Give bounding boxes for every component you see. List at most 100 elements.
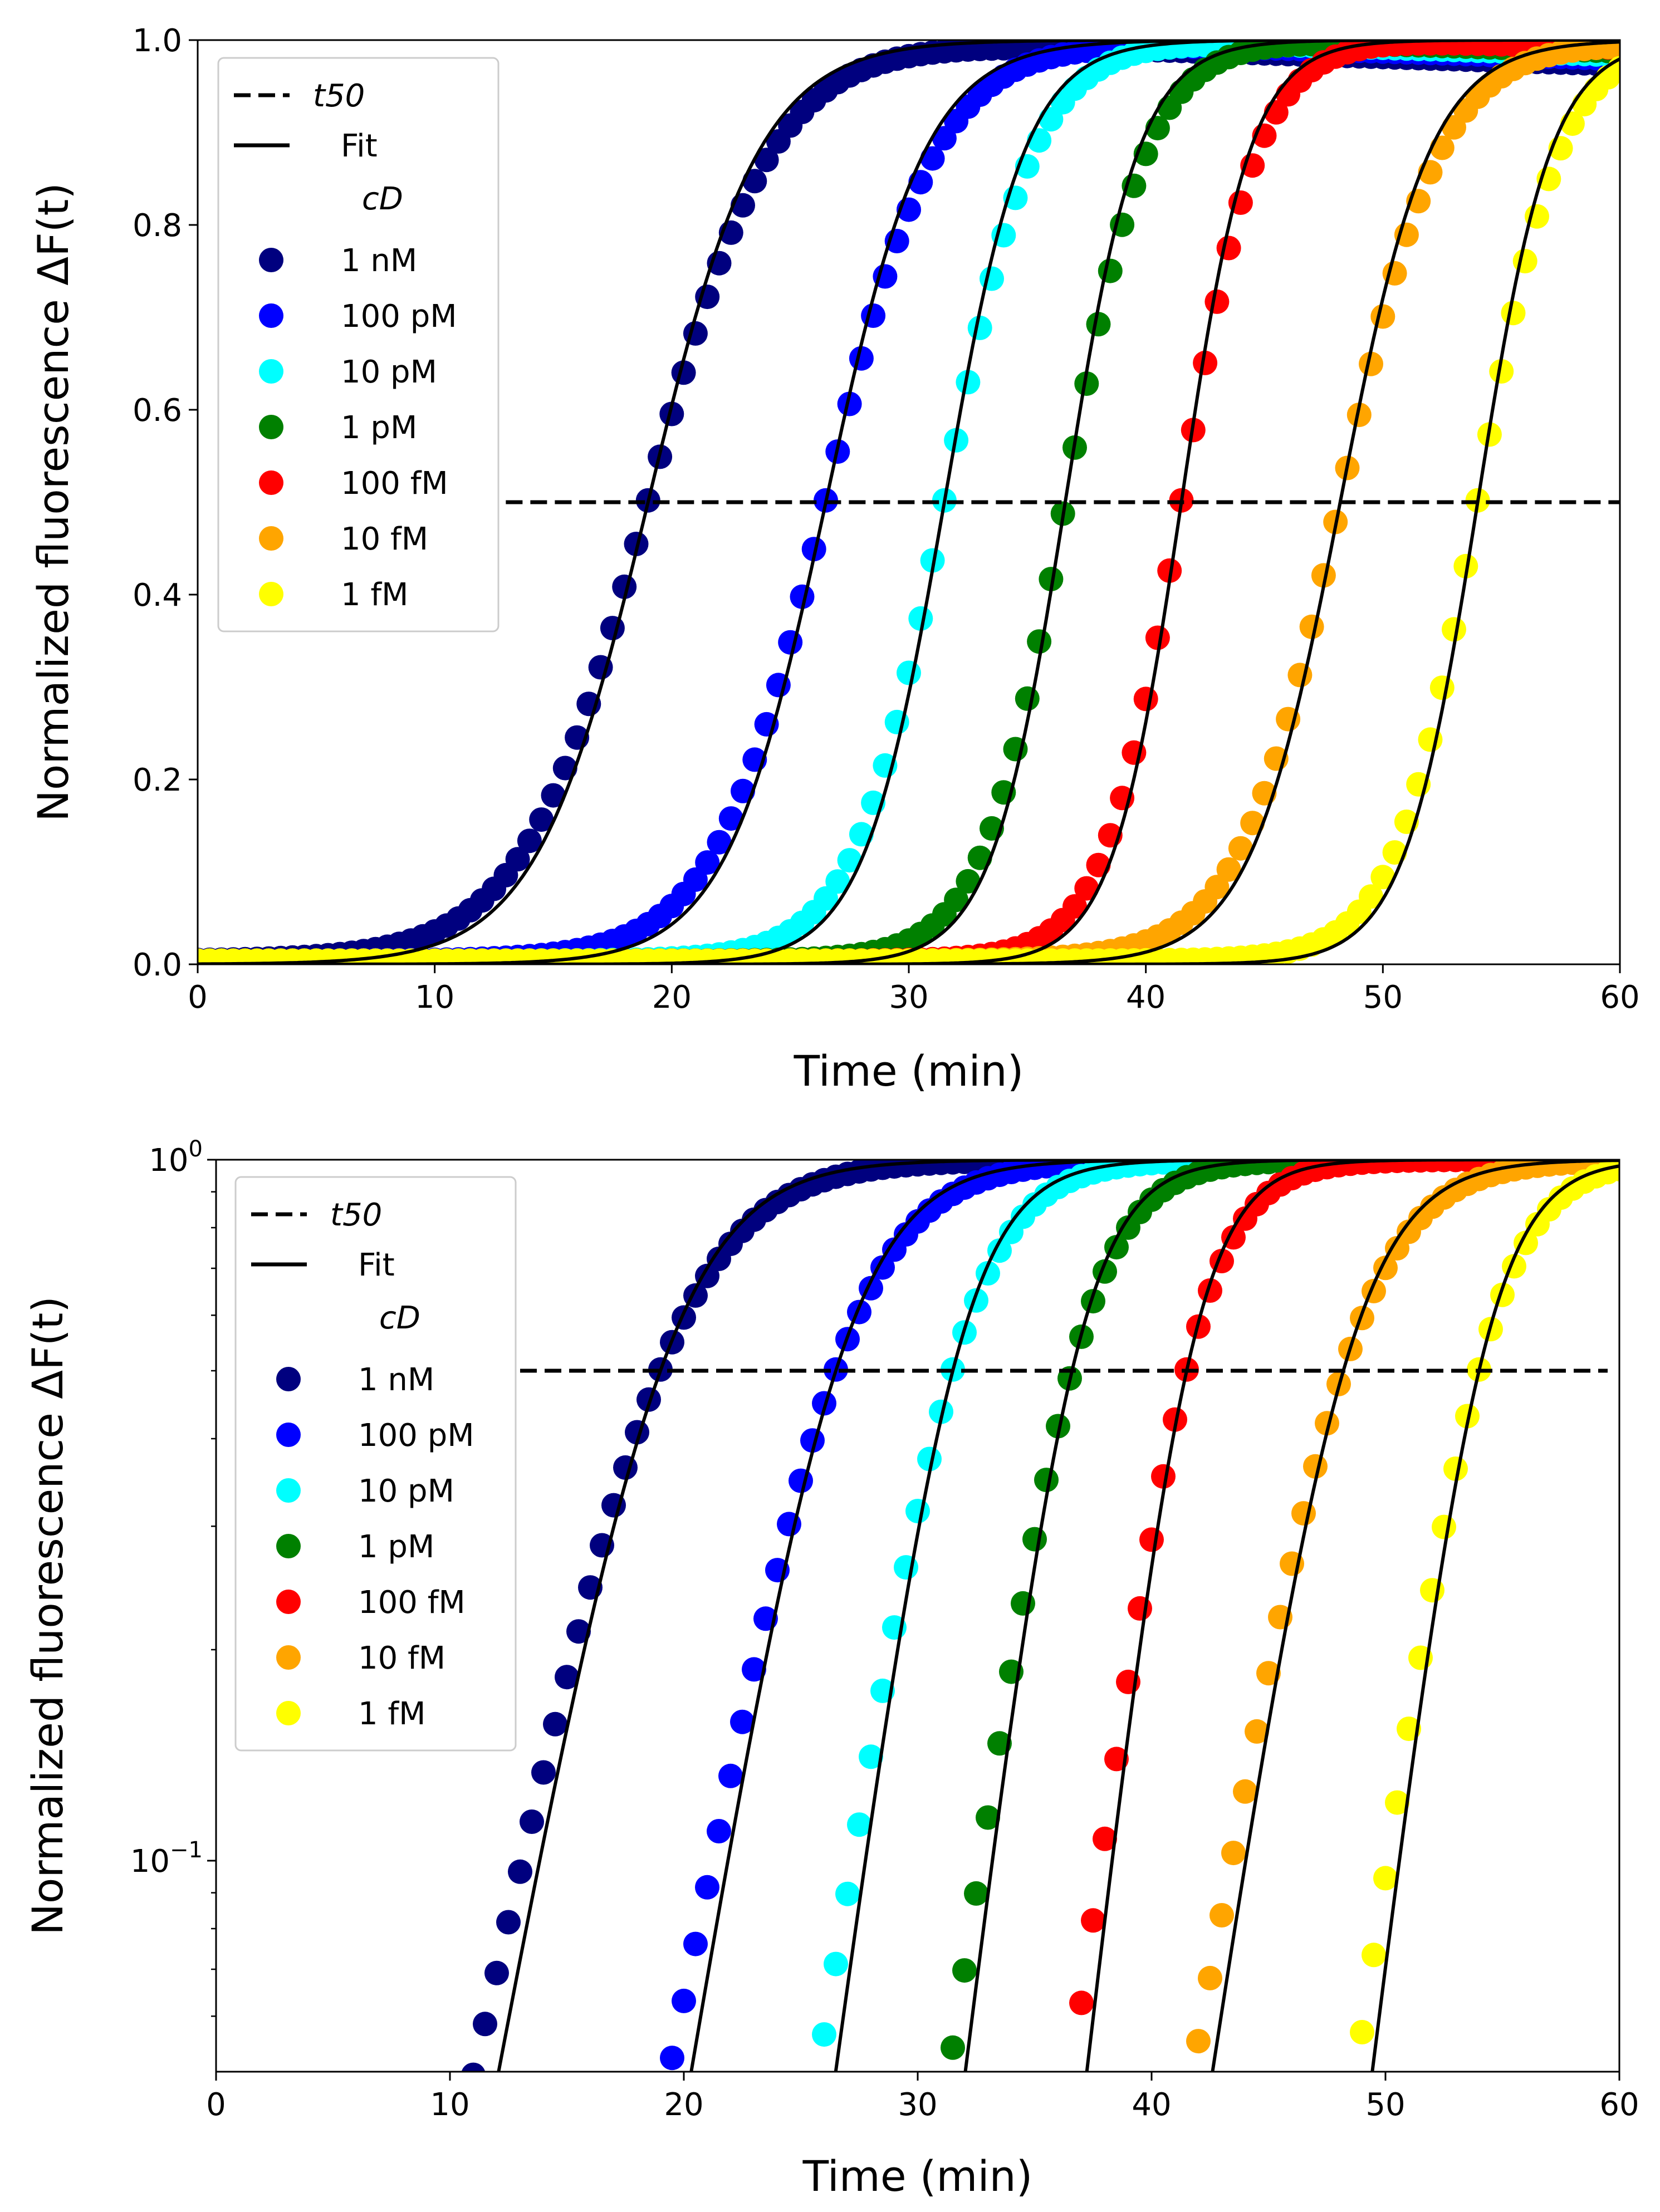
legend-marker — [276, 1701, 301, 1725]
x-tick-label: 10 — [415, 979, 454, 1016]
data-point — [1443, 1456, 1468, 1481]
data-point — [520, 1809, 544, 1834]
data-point — [1429, 135, 1455, 160]
y-tick-label: 0.6 — [133, 393, 182, 429]
legend-marker — [259, 470, 283, 495]
data-point — [812, 2022, 836, 2047]
data-point — [964, 1881, 988, 1906]
legend-marker — [276, 1367, 301, 1391]
data-point — [1291, 1501, 1316, 1526]
data-point — [695, 1875, 719, 1900]
data-point — [789, 1468, 813, 1493]
data-point — [496, 1910, 521, 1935]
data-point — [742, 1657, 766, 1682]
data-point — [1128, 1596, 1152, 1621]
data-point — [473, 2012, 497, 2037]
fit-curve-2 — [198, 40, 1620, 964]
data-point — [859, 1744, 883, 1769]
x-tick-label: 60 — [1600, 979, 1639, 1016]
fit-curve-5 — [1211, 1160, 1619, 2072]
data-point — [917, 1446, 942, 1472]
legend-marker — [259, 582, 283, 606]
data-point — [1490, 1282, 1515, 1307]
data-point — [1287, 663, 1313, 688]
data-point — [941, 2035, 965, 2060]
data-point — [1069, 1990, 1094, 2015]
data-point — [837, 848, 862, 873]
data-point — [1256, 1661, 1281, 1686]
top-legend-t50-label: t50 — [313, 78, 365, 114]
data-point — [517, 828, 542, 854]
data-point — [1027, 629, 1052, 654]
bottom-legend: t50 Fit cD 1 nM 100 pM 10 pM 1 pM 100 fM 10 f… — [234, 1176, 517, 1752]
x-tick-label: 50 — [1363, 979, 1403, 1016]
data-point — [555, 1665, 579, 1690]
top-legend: t50 Fit cD 1 nM 100 pM 10 pM 1 pM 100 fM 10 f… — [217, 57, 500, 632]
data-point — [1311, 563, 1336, 588]
data-point — [1062, 894, 1087, 919]
data-point — [1204, 289, 1230, 314]
legend-marker — [276, 1478, 301, 1503]
data-point — [529, 807, 554, 832]
data-point — [1193, 350, 1218, 375]
data-point — [742, 169, 767, 194]
bottom-legend-t50-text: t50 — [330, 1197, 382, 1233]
x-tick-label: 40 — [1126, 979, 1166, 1016]
data-point — [920, 146, 945, 171]
bottom-legend-t50-label: t50 — [330, 1197, 382, 1233]
data-point — [695, 850, 720, 875]
data-point — [967, 845, 992, 870]
data-point — [683, 867, 708, 892]
top-legend-t50-text: t50 — [313, 78, 365, 114]
data-point — [1221, 1841, 1246, 1866]
data-point — [1151, 1464, 1176, 1489]
data-point — [754, 148, 779, 173]
data-point — [897, 660, 921, 685]
data-point — [672, 1988, 696, 2013]
legend-entry-label: 10 fM — [341, 521, 428, 557]
y-tick-label: 100 — [149, 1136, 203, 1179]
data-point — [1315, 1411, 1339, 1436]
data-point — [1046, 1414, 1070, 1439]
data-point — [956, 370, 981, 395]
data-point — [814, 886, 838, 911]
data-point — [1512, 249, 1537, 273]
y-tick-base: 10 — [149, 1142, 188, 1179]
series-0-points — [461, 1160, 1619, 2072]
data-point — [1350, 2020, 1374, 2044]
fit-curve-3 — [963, 1160, 1619, 2072]
legend-marker — [276, 1534, 301, 1558]
data-point — [944, 887, 969, 913]
legend-entry-label: 10 pM — [358, 1473, 454, 1509]
x-tick-label: 10 — [430, 2087, 469, 2123]
data-point — [1370, 865, 1395, 890]
data-point — [683, 1931, 708, 1956]
data-point — [1145, 625, 1170, 650]
data-point — [1432, 1514, 1456, 1539]
legend-entry-label: 100 fM — [358, 1585, 466, 1621]
data-point — [1198, 1278, 1222, 1303]
top-legend-fit-label: Fit — [341, 128, 378, 164]
data-point — [1198, 1965, 1222, 1990]
data-point — [1233, 1779, 1257, 1804]
data-point — [1139, 1527, 1164, 1552]
x-tick-label: 40 — [1132, 2087, 1171, 2123]
data-point — [624, 532, 649, 556]
x-tick-label: 0 — [188, 979, 208, 1016]
data-point — [718, 1763, 743, 1788]
bottom-data-points — [461, 1160, 1619, 2072]
legend-entry-label: 1 fM — [358, 1696, 425, 1732]
data-point — [541, 783, 566, 808]
data-point — [1429, 675, 1455, 700]
data-point — [790, 584, 815, 609]
legend-entry-label: 1 nM — [341, 243, 417, 279]
data-point — [1501, 301, 1526, 326]
data-point — [967, 315, 992, 340]
y-tick-label: 0.0 — [133, 947, 182, 983]
data-point — [1385, 1790, 1409, 1815]
top-y-ticks: 0.0 0.2 0.4 0.6 0.8 1.0 — [133, 23, 198, 983]
series-3-points — [941, 1160, 1619, 2060]
data-point — [1359, 351, 1383, 376]
data-point — [952, 1958, 977, 1983]
data-point — [461, 2062, 486, 2072]
